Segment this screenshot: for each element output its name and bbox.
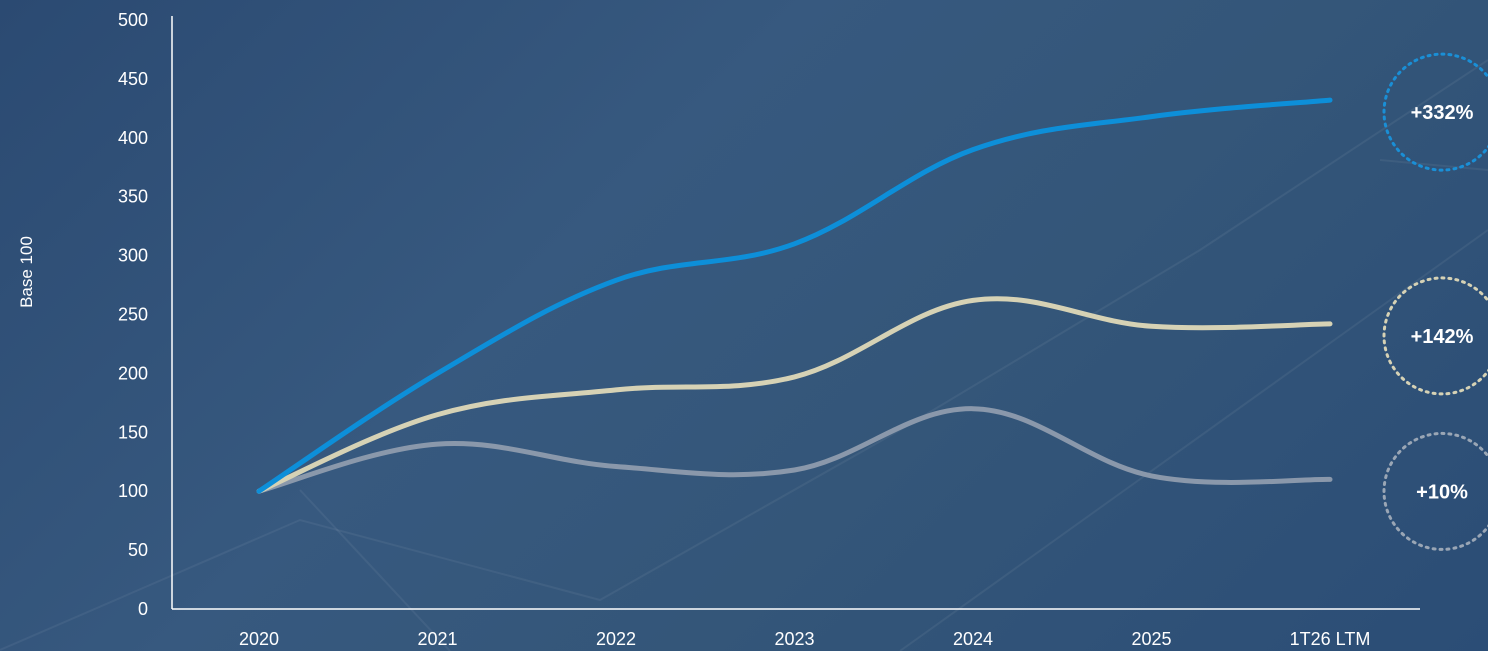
y-tick-label: 450 (118, 69, 148, 89)
data-point (1328, 477, 1333, 482)
x-tick-label: 2021 (417, 629, 457, 649)
data-point (971, 147, 976, 152)
x-tick-label: 2022 (596, 629, 636, 649)
growth-badge-ring (1382, 431, 1488, 551)
growth-badge-label: +142% (1411, 326, 1474, 348)
y-tick-label: 300 (118, 246, 148, 266)
bg-decor-line (0, 59, 1488, 651)
x-tick-label: 2024 (953, 629, 993, 649)
y-tick-label: 200 (118, 363, 148, 383)
data-point (1328, 98, 1333, 103)
series-line (256, 406, 1333, 494)
data-point (1328, 321, 1333, 326)
y-axis-label: Base 100 (17, 236, 36, 308)
background-decoration (0, 59, 1488, 651)
data-point (435, 412, 440, 417)
y-tick-label: 150 (118, 422, 148, 442)
bg-decor-line (899, 229, 1488, 651)
data-point (971, 298, 976, 303)
series-line (256, 97, 1333, 494)
growth-badge-label: +332% (1411, 102, 1474, 124)
data-point (1149, 324, 1154, 329)
bg-decor-line (1379, 159, 1488, 171)
growth-badge-ring (1382, 276, 1488, 396)
y-tick-label: 50 (128, 540, 148, 560)
series-line (256, 296, 1333, 494)
growth-badge-label: +10% (1416, 481, 1468, 503)
y-tick-label: 100 (118, 481, 148, 501)
y-tick-label: 0 (138, 599, 148, 619)
y-tick-label: 400 (118, 128, 148, 148)
data-point (1149, 114, 1154, 119)
data-point (435, 371, 440, 376)
x-tick-label: 1T26 LTM (1290, 629, 1371, 649)
y-tick-label: 500 (118, 10, 148, 30)
data-point (614, 387, 619, 392)
data-point (614, 278, 619, 283)
data-point (971, 406, 976, 411)
growth-badge-ring (1382, 52, 1488, 172)
data-point (435, 442, 440, 447)
data-point (792, 241, 797, 246)
x-tick-label: 2023 (774, 629, 814, 649)
y-tick-label: 350 (118, 187, 148, 207)
data-point (1149, 473, 1154, 478)
data-point (257, 489, 262, 494)
x-tick-label: 2025 (1131, 629, 1171, 649)
data-point (792, 467, 797, 472)
data-point (792, 374, 797, 379)
y-tick-label: 250 (118, 305, 148, 325)
x-tick-label: 2020 (239, 629, 279, 649)
data-point (614, 464, 619, 469)
bg-decor-line (299, 489, 451, 651)
